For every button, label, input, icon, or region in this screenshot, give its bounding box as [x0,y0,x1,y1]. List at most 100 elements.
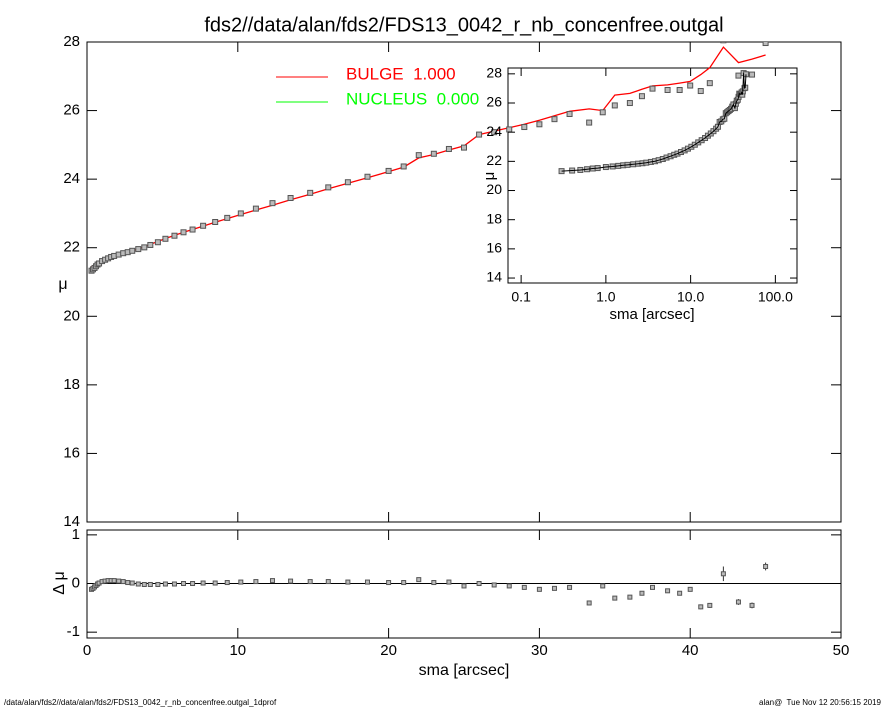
residual-point [141,581,147,587]
y-tick-label: -1 [67,623,80,640]
data-point [325,184,332,191]
residual-point [288,578,294,584]
data-point [224,214,231,221]
main-frame [86,41,842,523]
residual-point [431,580,437,586]
data-point [626,100,633,107]
residual-point [386,580,392,586]
data-point [154,239,161,246]
y-tick-label: 20 [63,307,80,324]
inset-x-tick-label: 1.0 [596,289,616,305]
residual-point [506,583,512,589]
plot-area [88,42,769,274]
data-point [536,121,543,128]
residual-point [171,581,177,587]
plot-area [89,562,769,610]
residual-point [325,579,331,585]
data-point [566,111,573,117]
data-point [364,173,371,180]
data-point [189,226,196,233]
inset-y-tick-label: 20 [486,181,502,197]
residual-point [476,581,482,587]
inset-x-tick-label: 100.0 [758,289,793,305]
y-tick-label: 14 [63,513,80,530]
residual-point [238,579,244,585]
residual-point [446,579,452,585]
data-point [445,145,452,152]
residual-point [155,581,161,587]
data-point [344,179,351,186]
residual-point [111,578,117,584]
residual-point [687,586,693,592]
data-point [649,85,656,92]
residual-point [120,579,126,585]
data-point [506,126,513,133]
y-tick-label: 26 [63,102,80,119]
y-tick-label: 22 [63,239,80,256]
inset-y-label: μ [481,172,498,181]
residual-point [147,581,153,587]
y-tick-label: 24 [63,170,80,187]
legend-label: BULGE 1.000 [346,64,456,83]
data-point [735,72,742,79]
residual-point [677,590,683,596]
data-point [200,222,207,229]
y-tick-label: 0 [72,574,80,591]
residual-y-label: Δ μ [51,571,68,594]
residual-point [612,595,618,601]
residual-point [735,599,741,605]
data-point [762,42,769,47]
residual-point [224,580,230,586]
data-point [385,167,392,174]
inset-y-tick-label: 18 [486,210,502,226]
data-point [147,241,154,248]
residual-point [698,604,704,610]
data-point [252,205,259,212]
data-point [141,244,148,251]
data-point [638,93,645,100]
inset-y-tick-label: 22 [486,152,502,168]
footer-right: alan@ Tue Nov 12 20:56:15 2019 [759,698,882,707]
inset-x-tick-label: 0.1 [511,289,531,305]
residual-point [665,588,671,594]
legend-label: NUCLEUS 0.000 [346,89,479,108]
residual-point [586,600,592,606]
data-point [237,210,244,217]
inset-y-tick-label: 16 [486,240,502,256]
inset-y-tick-label: 14 [486,269,502,285]
inset-y-tick-label: 28 [486,65,502,81]
data-point [212,219,219,225]
data-point [135,246,142,253]
residual-point [212,580,218,586]
residual-point [200,580,206,586]
inset-y-tick-label: 24 [486,123,502,139]
footer-left: /data/alan/fds2//data/alan/fds2/FDS13_00… [4,698,277,707]
residual-point [749,602,755,608]
data-point [599,109,606,116]
y-tick-label: 18 [63,376,80,393]
residual-point [307,579,313,585]
residual-point [116,578,122,584]
data-point [476,131,483,138]
inset-frame [507,67,798,284]
residual-point [627,594,633,600]
data-point [287,195,294,201]
data-point [706,80,713,87]
residual-point [345,579,351,585]
residual-point [521,584,527,590]
data-point [611,102,618,109]
data-point [664,87,671,93]
residual-point [536,586,542,592]
inset-x-label: sma [arcsec] [609,306,694,323]
data-point [491,129,498,136]
residual-point [491,582,497,588]
residual-point [135,581,141,587]
y-axis-label: μ [58,276,67,293]
inset-y-tick-label: 26 [486,94,502,110]
data-point [586,119,593,126]
residual-point [364,579,370,585]
residual-point [401,580,407,586]
x-tick-label: 20 [380,642,397,659]
residual-point [763,563,769,569]
residual-point [707,602,713,608]
